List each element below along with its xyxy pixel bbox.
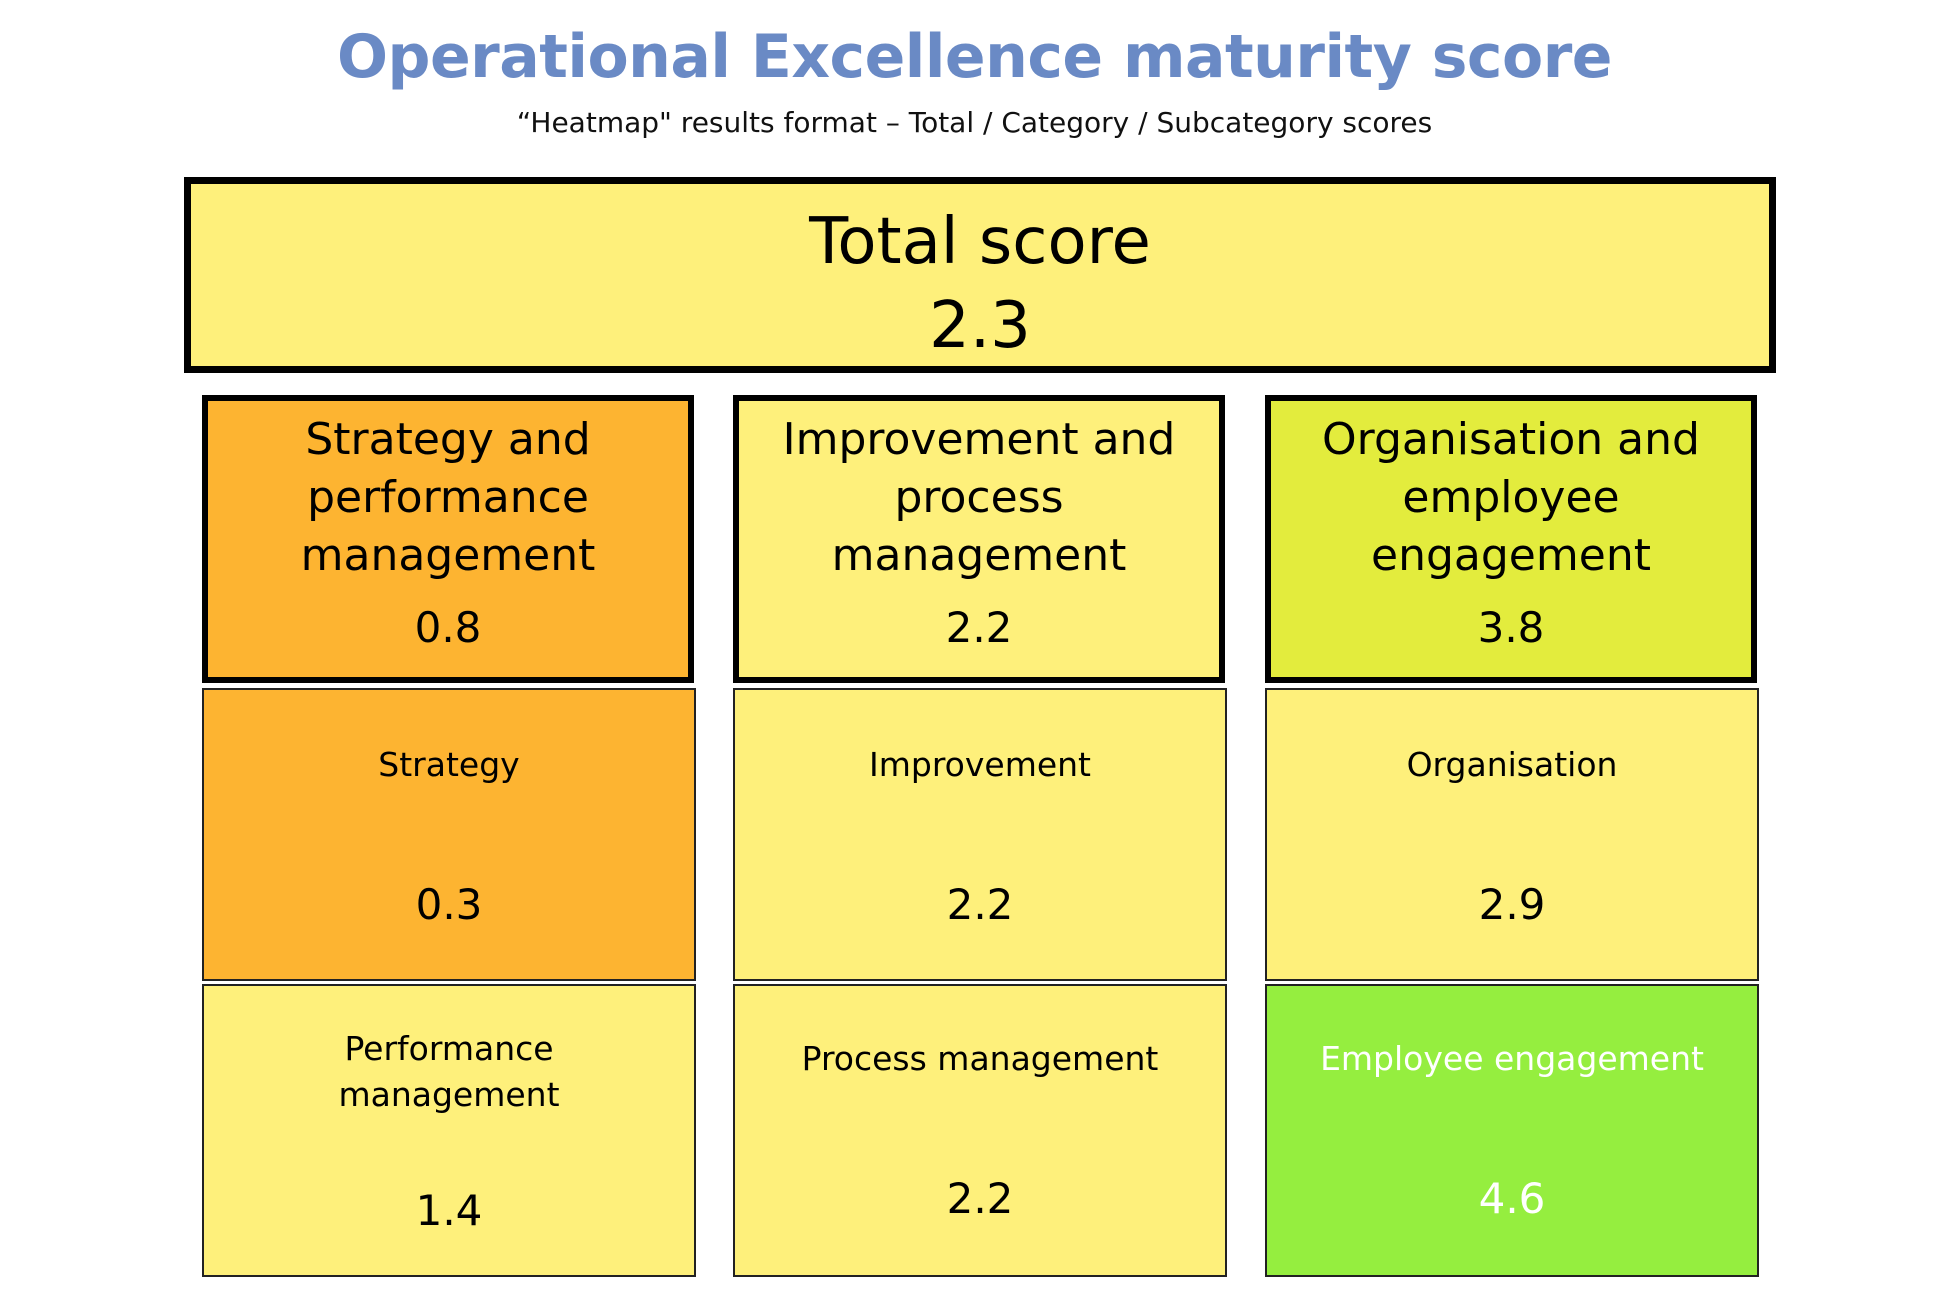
subcategory-label: Organisation: [1406, 745, 1618, 784]
subcategory-cell: Improvement 2.2: [733, 688, 1227, 981]
category-value: 2.2: [945, 603, 1013, 652]
page-title: Operational Excellence maturity score: [336, 22, 1613, 92]
subcategory-cell: Process management 2.2: [733, 984, 1227, 1277]
subcategory-cell: Strategy 0.3: [202, 688, 696, 981]
category-value: 3.8: [1477, 603, 1545, 652]
subcategory-value: 2.2: [946, 1174, 1014, 1223]
category-cell: Improvement and process management 2.2: [733, 395, 1225, 683]
category-label: Organisation and employee engagement: [1322, 414, 1700, 581]
total-score-cell: Total score 2.3: [184, 177, 1776, 373]
subcategory-label: Process management: [801, 1039, 1159, 1078]
subcategory-cell: Performance management 1.4: [202, 984, 696, 1277]
category-cell: Organisation and employee engagement 3.8: [1265, 395, 1757, 683]
subcategory-value: 1.4: [415, 1186, 483, 1235]
page-subtitle: “Heatmap" results format – Total / Categ…: [516, 106, 1433, 139]
subcategory-label: Strategy: [378, 745, 520, 784]
category-value: 0.8: [414, 603, 482, 652]
subcategory-value: 0.3: [415, 880, 483, 929]
subcategory-value: 2.9: [1478, 880, 1546, 929]
subcategory-value: 4.6: [1478, 1174, 1546, 1223]
total-score-value: 2.3: [929, 289, 1031, 363]
subcategory-label: Employee engagement: [1320, 1039, 1704, 1078]
category-cell: Strategy and performance management 0.8: [202, 395, 694, 683]
subcategory-label: Performance management: [338, 1029, 560, 1114]
subcategory-cell: Employee engagement 4.6: [1265, 984, 1759, 1277]
total-score-label: Total score: [809, 205, 1151, 279]
subcategory-label: Improvement: [869, 745, 1091, 784]
category-label: Improvement and process management: [782, 414, 1176, 581]
category-label: Strategy and performance management: [300, 414, 596, 581]
subcategory-value: 2.2: [946, 880, 1014, 929]
subcategory-cell: Organisation 2.9: [1265, 688, 1759, 981]
